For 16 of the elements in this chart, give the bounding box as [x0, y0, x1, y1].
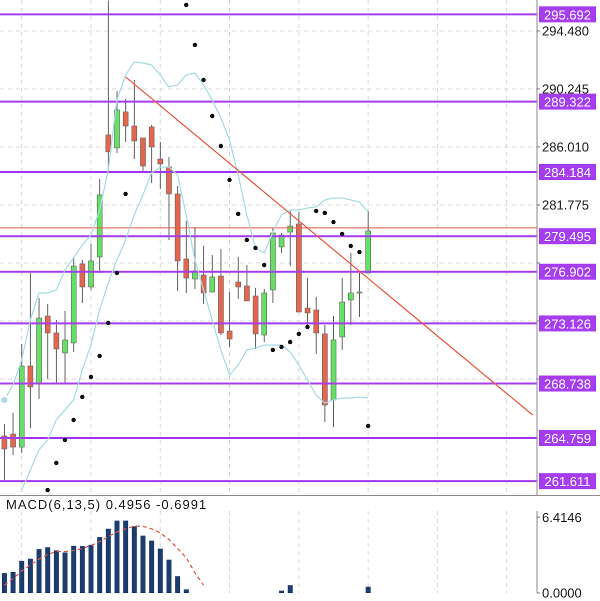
y-tick-label: 0.0000 — [542, 586, 582, 601]
ref-line-label: 264.759 — [544, 431, 591, 446]
ref-line-label: 295.692 — [544, 7, 591, 22]
ref-line-label: 268.738 — [544, 376, 591, 392]
y-tick-label: 6.4146 — [542, 510, 582, 525]
ref-line-label: 284.184 — [544, 164, 591, 180]
ref-line-label: 279.495 — [544, 229, 591, 244]
ref-line-label: 289.322 — [544, 94, 591, 110]
ref-line-label: 273.126 — [544, 316, 591, 332]
y-tick-label: 290.245 — [542, 82, 589, 97]
y-tick-label: 286.010 — [542, 140, 589, 155]
y-tick-label: 294.480 — [542, 24, 589, 39]
chart-title: MACD(6,13,5) 0.4956 -0.6991 — [6, 497, 208, 512]
ref-line-label: 276.902 — [544, 264, 591, 280]
ref-line-label: 261.611 — [544, 474, 591, 490]
y-tick-label: 281.775 — [542, 198, 589, 213]
